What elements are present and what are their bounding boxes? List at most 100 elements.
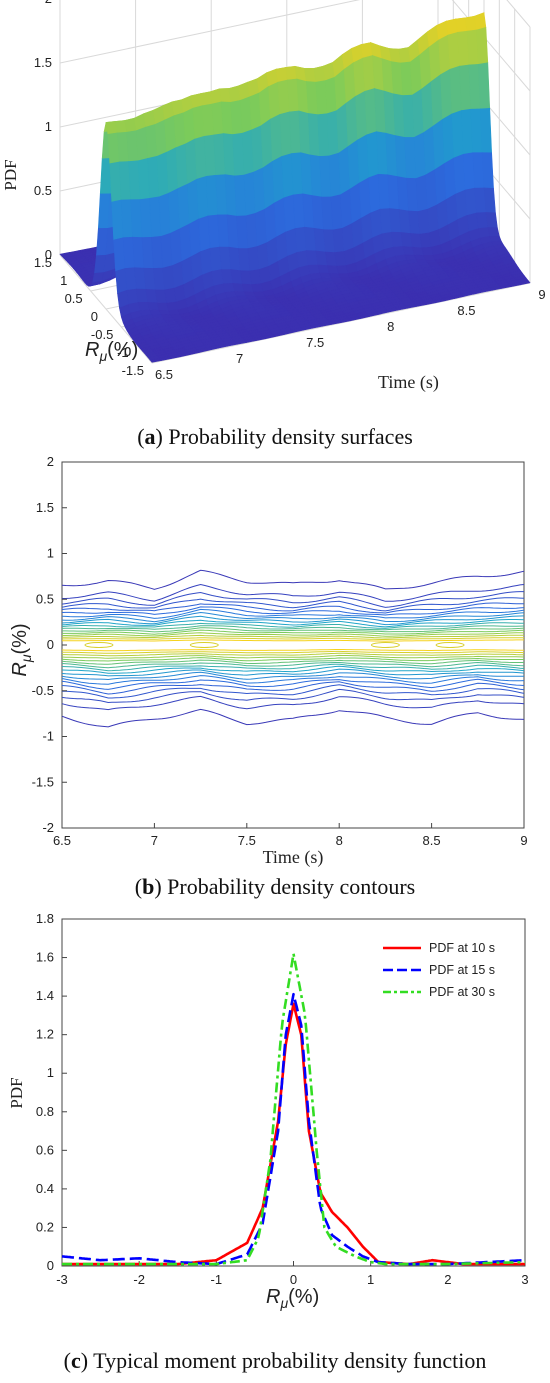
x-axis-label: Rμ(%) [266, 1286, 319, 1311]
contour-line [61, 663, 525, 672]
y-tick-label: 1 [47, 546, 54, 561]
x-tick-label: -3 [56, 1272, 68, 1287]
contour-loop [370, 642, 400, 648]
contour-line [62, 652, 525, 657]
x-tick-label: 6.5 [53, 833, 71, 848]
surface-patch [478, 62, 491, 110]
caption-a: (a) Probability density surfaces [137, 424, 413, 449]
x-tick-label: -1 [211, 1272, 223, 1287]
y-tick-label: -1 [117, 345, 129, 360]
contour-line [61, 622, 524, 629]
y-tick-label: -1 [42, 729, 54, 744]
surface-patch [474, 12, 487, 31]
z-axis-label: PDF [1, 159, 20, 190]
y-axis-label: Rμ(%) [85, 339, 138, 364]
legend-label: PDF at 30 s [429, 985, 495, 999]
contour-line [61, 606, 525, 616]
y-tick-label: 0.8 [36, 1104, 54, 1119]
contour-line [62, 650, 525, 654]
contour-line [61, 608, 525, 619]
z-tick-label: 1.5 [34, 55, 52, 70]
x-tick-label: 7 [236, 351, 243, 366]
contour-line [62, 632, 524, 637]
y-tick-label: 0 [47, 637, 54, 652]
y-axis-label: Rμ(%) [9, 623, 34, 676]
contour-line [61, 569, 525, 590]
contour-line [61, 684, 525, 699]
pdf-line-chart: -3 -2 -1 0 1 2 3 0 0.2 0.4 0.6 0.8 1 1.2 1.4 1.6 1.8 PDF… [7, 911, 529, 1311]
y-tick-label: 0.2 [36, 1219, 54, 1234]
y-tick-label: 0.6 [36, 1142, 54, 1157]
contour-line [61, 661, 525, 669]
y-tick-label: 1.5 [34, 255, 52, 270]
x-tick-label: 0 [290, 1272, 297, 1287]
y-tick-label: 1 [47, 1065, 54, 1080]
x-axis-label: Time (s) [263, 847, 324, 868]
y-tick-label: 1 [60, 273, 67, 288]
x-tick-label: 2 [444, 1272, 451, 1287]
x-tick-label: 7.5 [238, 833, 256, 848]
contour-line [61, 637, 524, 640]
surface-patch [479, 107, 492, 154]
x-tick-label: 8.5 [423, 833, 441, 848]
pdf-series [61, 952, 526, 1266]
y-tick-label: 1.4 [36, 988, 54, 1003]
contour-line [61, 678, 525, 690]
legend: PDF at 10 s PDF at 15 s PDF at 30 s [383, 941, 495, 999]
line-plot-area [61, 918, 526, 1267]
y-tick-label: 1.5 [36, 500, 54, 515]
y-tick-label: 1.6 [36, 950, 54, 965]
contour-line [61, 634, 524, 639]
y-axis-label: PDF [7, 1077, 26, 1108]
y-tick-label: -1.5 [122, 363, 144, 378]
legend-label: PDF at 10 s [429, 941, 495, 955]
contour-line [62, 583, 525, 602]
z-tick-label: 1 [45, 119, 52, 134]
grid-line [59, 0, 361, 64]
caption-c: (c) Typical moment probability density f… [63, 1348, 487, 1373]
contour-line [61, 591, 524, 608]
contour-loop [189, 642, 219, 648]
z-tick-label: 0 [45, 247, 52, 262]
contour-lines [61, 569, 525, 728]
y-tick-label: 0 [91, 309, 98, 324]
contour-line [61, 602, 524, 614]
x-tick-label: 8 [387, 319, 394, 334]
contour-line [61, 708, 525, 728]
y-tick-label: 1.2 [36, 1027, 54, 1042]
contour-loop [84, 642, 114, 648]
x-tick-label: -2 [133, 1272, 145, 1287]
contour-line [61, 649, 525, 652]
contour-line [61, 659, 524, 665]
line-ticks: -3 -2 -1 0 1 2 3 0 0.2 0.4 0.6 0.8 1 1.2 1.4 1.6 1.8 [36, 911, 529, 1287]
surface-patch [487, 227, 500, 237]
y-tick-label: 1.8 [36, 911, 54, 926]
x-tick-label: 6.5 [155, 367, 173, 382]
contour-line [61, 671, 525, 681]
series-line [62, 952, 526, 1266]
x-tick-label: 1 [367, 1272, 374, 1287]
contour-line [61, 681, 525, 695]
x-tick-label: 8.5 [457, 303, 475, 318]
contour-line [62, 639, 524, 642]
contour-chart: 6.5 7 7.5 8 8.5 921.510.50-0.5-1-1.5-2 Rμ(%) … [9, 454, 528, 868]
contour-line [62, 629, 525, 635]
contour-line [61, 611, 525, 623]
y-tick-label: -0.5 [91, 327, 113, 342]
x-tick-label: 7 [151, 833, 158, 848]
contour-line [61, 665, 525, 674]
surface-patch [476, 27, 489, 65]
y-tick-label: -1.5 [32, 774, 54, 789]
x-tick-label: 7.5 [306, 335, 324, 350]
contour-line [61, 597, 525, 612]
x-tick-label: 3 [521, 1272, 528, 1287]
z-tick-label: 0.5 [34, 183, 52, 198]
y-tick-label: 0.5 [36, 591, 54, 606]
contour-line [62, 627, 525, 633]
y-tick-label: -0.5 [32, 683, 54, 698]
surface-patch [483, 187, 496, 214]
x-tick-label: 8 [336, 833, 343, 848]
y-tick-label: -2 [42, 820, 54, 835]
y-tick-label: 0.4 [36, 1181, 54, 1196]
contour-line [61, 668, 525, 677]
